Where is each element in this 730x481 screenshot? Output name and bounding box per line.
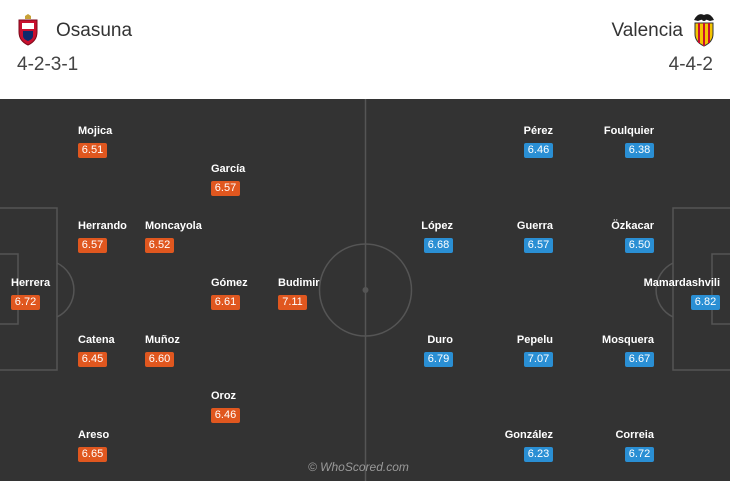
home-formation: 4-2-3-1 — [17, 54, 79, 75]
away-player-mamardashvili[interactable]: Mamardashvili 6.82 — [620, 277, 720, 317]
player-name: González — [504, 429, 553, 441]
away-formation: 4-4-2 — [668, 54, 713, 75]
player-name: Guerra — [516, 220, 553, 232]
player-name: Catena — [78, 334, 115, 346]
player-name: López — [421, 220, 453, 232]
player-rating: 6.57 — [78, 238, 107, 253]
away-player-foulquier[interactable]: Foulquier 6.38 — [554, 125, 654, 165]
player-rating: 6.57 — [524, 238, 553, 253]
player-rating: 6.45 — [78, 352, 107, 367]
player-name: Pérez — [523, 125, 553, 137]
osasuna-crest-icon — [18, 14, 38, 46]
player-rating: 6.68 — [424, 238, 453, 253]
away-player-perez[interactable]: Pérez 6.46 — [453, 125, 553, 165]
player-name: Mamardashvili — [643, 277, 720, 289]
player-name: Herrera — [11, 277, 51, 289]
home-player-herrando[interactable]: Herrando 6.57 — [78, 220, 178, 260]
away-player-lopez[interactable]: López 6.68 — [353, 220, 453, 260]
whoscored-watermark: © WhoScored.com — [308, 460, 409, 474]
player-name: Herrando — [78, 220, 127, 232]
player-name: Özkacar — [611, 220, 654, 232]
player-rating: 6.57 — [211, 181, 240, 196]
player-rating: 6.38 — [625, 143, 654, 158]
home-player-munoz[interactable]: Muñoz 6.60 — [145, 334, 245, 374]
player-rating: 6.46 — [211, 408, 240, 423]
player-rating: 6.72 — [11, 295, 40, 310]
player-rating: 6.46 — [524, 143, 553, 158]
pitch-markings — [0, 99, 730, 481]
home-player-gomez[interactable]: Gómez 6.61 — [211, 277, 311, 317]
player-name: Correia — [615, 429, 654, 441]
player-rating: 7.07 — [524, 352, 553, 367]
home-player-oroz[interactable]: Oroz 6.46 — [211, 390, 311, 430]
player-rating: 6.79 — [424, 352, 453, 367]
player-rating: 6.52 — [145, 238, 174, 253]
player-rating: 6.50 — [625, 238, 654, 253]
player-name: Mosquera — [602, 334, 654, 346]
player-rating: 6.72 — [625, 447, 654, 462]
player-name: Pepelu — [516, 334, 553, 346]
player-name: Budimir — [278, 277, 320, 289]
pitch: Mojica 6.51 García 6.57 Herrando 6.57 Mo… — [0, 99, 730, 481]
player-name: Areso — [78, 429, 110, 441]
player-rating: 6.82 — [691, 295, 720, 310]
player-name: Foulquier — [603, 125, 654, 137]
match-header: Osasuna 4-2-3-1 Valencia 4-4-2 — [0, 0, 730, 98]
player-rating: 7.11 — [278, 295, 307, 310]
home-player-mojica[interactable]: Mojica 6.51 — [78, 125, 178, 165]
away-player-duro[interactable]: Duro 6.79 — [353, 334, 453, 374]
home-player-areso[interactable]: Areso 6.65 — [78, 429, 178, 469]
player-rating: 6.61 — [211, 295, 240, 310]
away-player-correia[interactable]: Correia 6.72 — [554, 429, 654, 469]
home-player-herrera[interactable]: Herrera 6.72 — [11, 277, 111, 317]
player-name: Muñoz — [145, 334, 180, 346]
player-name: Duro — [427, 334, 453, 346]
player-rating: 6.60 — [145, 352, 174, 367]
away-player-guerra[interactable]: Guerra 6.57 — [453, 220, 553, 260]
home-player-catena[interactable]: Catena 6.45 — [78, 334, 178, 374]
player-rating: 6.51 — [78, 143, 107, 158]
player-rating: 6.23 — [524, 447, 553, 462]
player-name: Mojica — [78, 125, 113, 137]
valencia-crest-icon — [694, 14, 714, 47]
away-team-name[interactable]: Valencia — [611, 20, 683, 41]
home-team-name[interactable]: Osasuna — [56, 20, 133, 41]
home-player-garcia[interactable]: García 6.57 — [211, 163, 311, 203]
player-name: Gómez — [211, 277, 248, 289]
player-name: Oroz — [211, 390, 237, 402]
player-name: Moncayola — [145, 220, 202, 232]
away-player-ozkacar[interactable]: Özkacar 6.50 — [554, 220, 654, 260]
home-player-moncayola[interactable]: Moncayola 6.52 — [145, 220, 245, 260]
player-rating: 6.67 — [625, 352, 654, 367]
away-player-pepelu[interactable]: Pepelu 7.07 — [453, 334, 553, 374]
away-player-gonzalez[interactable]: González 6.23 — [453, 429, 553, 469]
player-rating: 6.65 — [78, 447, 107, 462]
home-player-budimir[interactable]: Budimir 7.11 — [278, 277, 378, 317]
away-player-mosquera[interactable]: Mosquera 6.67 — [554, 334, 654, 374]
player-name: García — [211, 163, 246, 175]
